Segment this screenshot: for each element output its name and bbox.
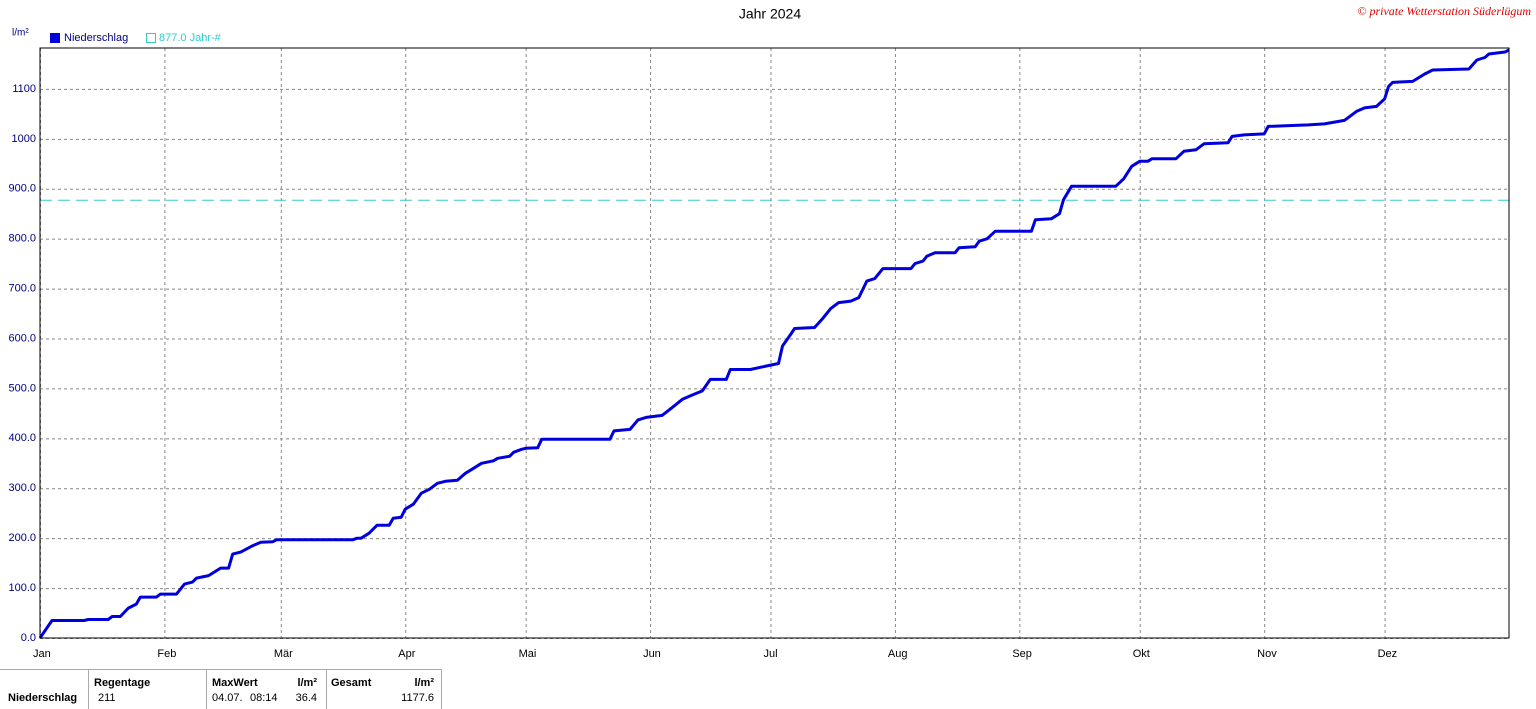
table-header: l/m² bbox=[297, 677, 317, 689]
x-tick-label: Apr bbox=[398, 648, 415, 660]
table-header: Gesamt bbox=[331, 677, 372, 689]
table-cell: 36.4 bbox=[296, 692, 317, 704]
table-cell: 04.07. bbox=[212, 692, 243, 704]
x-tick-label: Jun bbox=[643, 648, 661, 660]
y-tick-label: 1100 bbox=[12, 83, 36, 95]
legend-swatch bbox=[146, 33, 156, 43]
y-tick-label: 600.0 bbox=[8, 332, 36, 344]
table-header: MaxWert bbox=[212, 677, 258, 689]
copyright: © private Wetterstation Süderlügum bbox=[1357, 4, 1531, 18]
y-tick-label: 0.0 bbox=[21, 632, 36, 644]
summary-table: Niederschlag Regentage MaxWert l/m² Gesa… bbox=[0, 669, 442, 709]
row-label: Niederschlag bbox=[8, 692, 77, 704]
data-line bbox=[38, 48, 1510, 639]
y-tick-label: 900.0 bbox=[8, 183, 36, 195]
y-tick-label: 700.0 bbox=[8, 282, 36, 294]
x-tick-label: Mär bbox=[274, 648, 293, 660]
x-tick-label: Okt bbox=[1133, 648, 1150, 660]
table-cell: 211 bbox=[98, 692, 116, 704]
y-tick-label: 200.0 bbox=[8, 532, 36, 544]
y-tick-label: 1000 bbox=[12, 133, 36, 145]
legend-label: 877.0 Jahr-# bbox=[159, 32, 222, 44]
legend-label: Niederschlag bbox=[64, 32, 128, 44]
table-header: l/m² bbox=[414, 677, 434, 689]
plot-frame bbox=[39, 47, 1510, 639]
x-tick-label: Jan bbox=[33, 648, 51, 660]
x-tick-label: Feb bbox=[157, 648, 176, 660]
chart-title: Jahr 2024 bbox=[739, 6, 801, 22]
table-header: Regentage bbox=[94, 677, 150, 689]
legend-swatch bbox=[50, 33, 60, 43]
y-tick-label: 100.0 bbox=[8, 582, 36, 594]
x-tick-label: Sep bbox=[1012, 648, 1032, 660]
y-tick-label: 500.0 bbox=[8, 382, 36, 394]
y-tick-label: 400.0 bbox=[8, 432, 36, 444]
x-tick-label: Aug bbox=[888, 648, 908, 660]
x-tick-label: Jul bbox=[763, 648, 777, 660]
y-tick-label: 300.0 bbox=[8, 482, 36, 494]
table-cell: 1177.6 bbox=[401, 692, 434, 704]
y-tick-label: 800.0 bbox=[8, 233, 36, 245]
x-tick-label: Mai bbox=[519, 648, 537, 660]
x-tick-label: Nov bbox=[1257, 648, 1277, 660]
x-tick-label: Dez bbox=[1378, 648, 1398, 660]
table-cell: 08:14 bbox=[250, 692, 278, 704]
y-axis-label: l/m² bbox=[12, 28, 29, 39]
